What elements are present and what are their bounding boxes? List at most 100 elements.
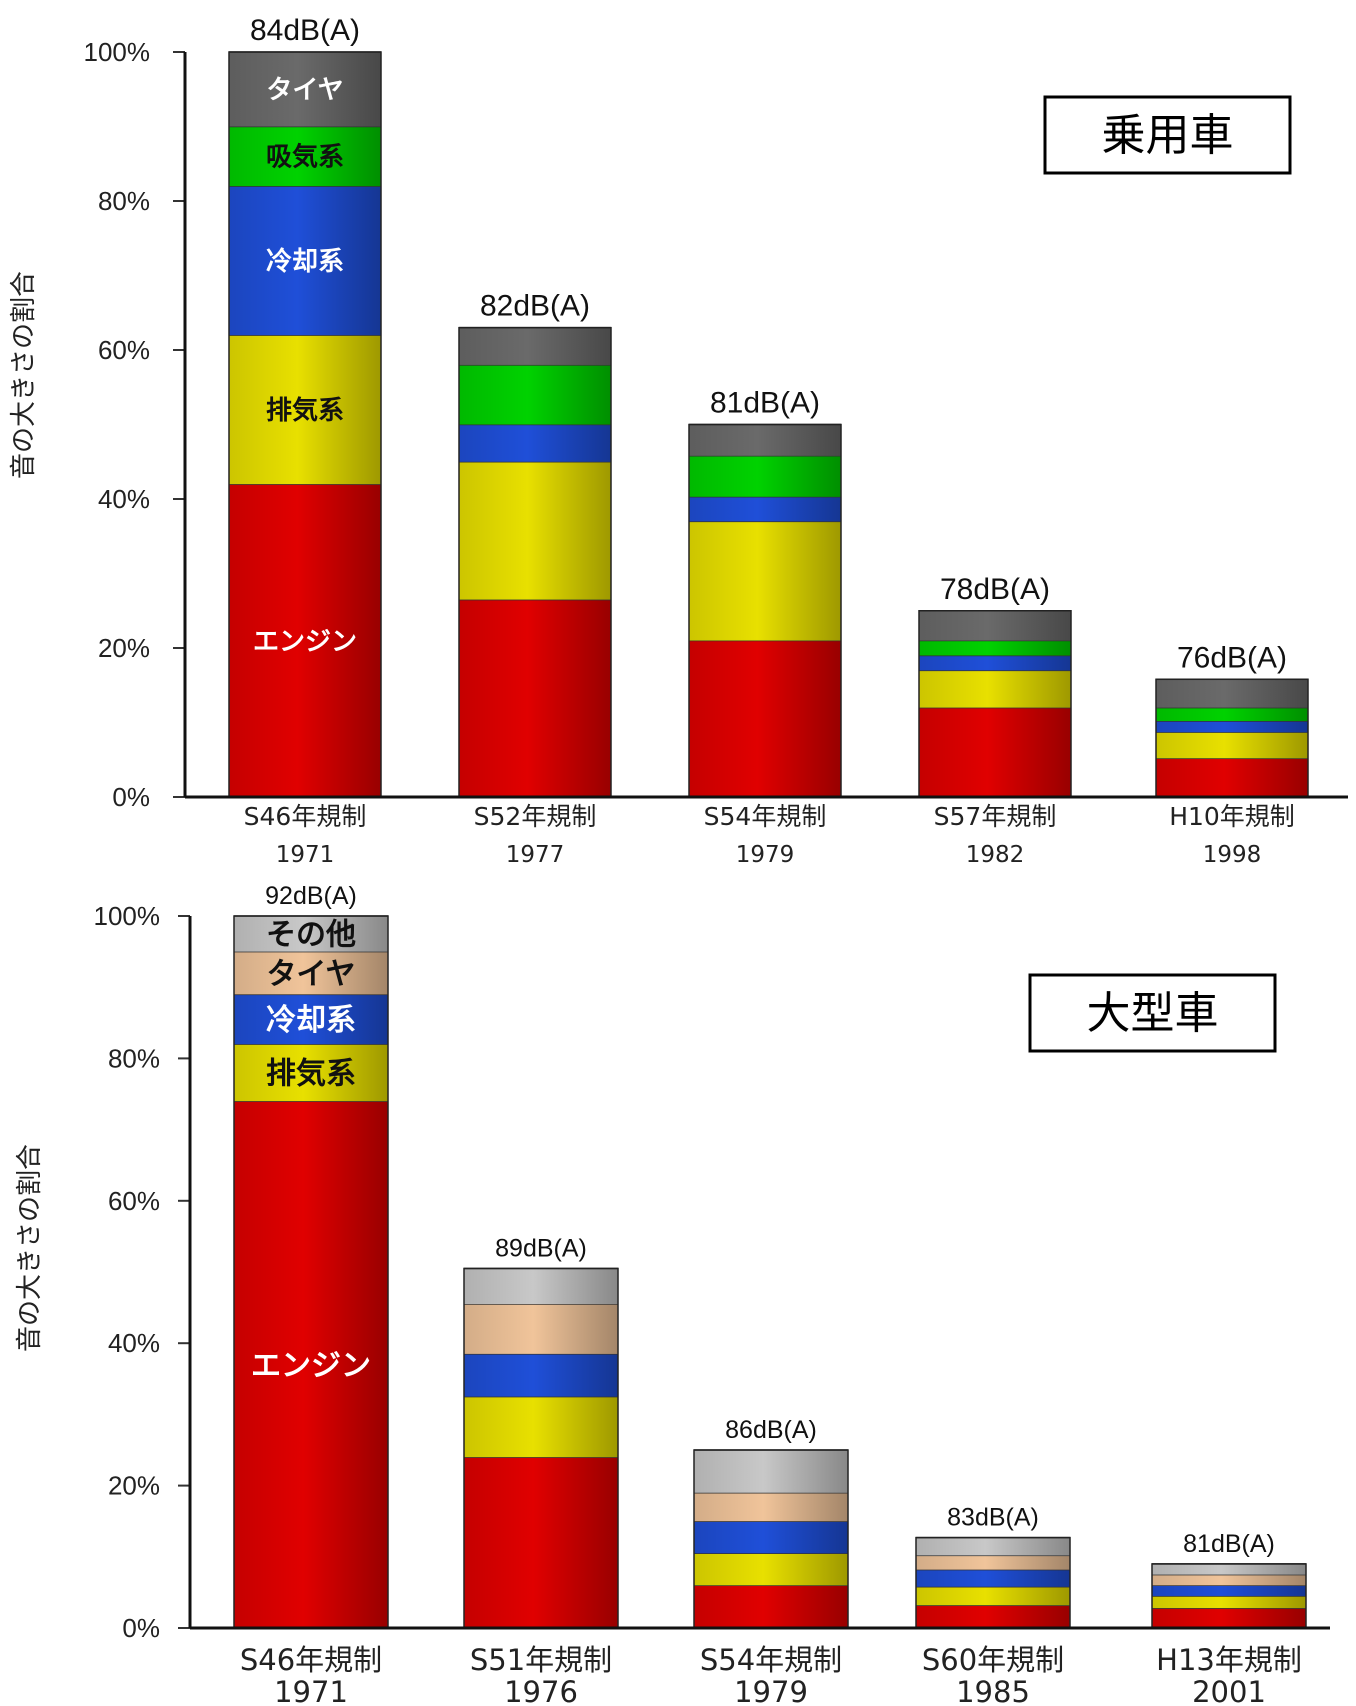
y-tick-label: 100%: [94, 901, 161, 931]
bar-segment-shading: [694, 1521, 848, 1554]
x-tick-label: S54年規制: [700, 1643, 842, 1677]
bar-total-label: 81dB(A): [710, 387, 820, 420]
x-tick-year: 1977: [506, 842, 565, 868]
bar-segment-shading: [919, 707, 1071, 797]
bar-segment-shading: [694, 1585, 848, 1628]
title-box-heavy-vehicles: 大型車: [1028, 973, 1277, 1053]
x-tick-year: 1982: [966, 842, 1025, 868]
bar-segment-shading: [459, 364, 611, 425]
x-tick-label: S46年規制: [244, 802, 367, 831]
series-label: 冷却系: [266, 246, 344, 277]
bar-total-label: 76dB(A): [1177, 641, 1287, 674]
x-tick-year: 1998: [1203, 842, 1262, 868]
x-tick-label: S57年規制: [934, 802, 1057, 831]
series-label: タイヤ: [266, 957, 355, 992]
bar-segment-shading: [1152, 1574, 1306, 1586]
bar-segment-shading: [464, 1304, 618, 1354]
y-tick-label: 60%: [98, 335, 150, 365]
chart-passenger-cars: 0% 20% 40% 60% 80% 100% エンジン 排気系 冷却系 吸気系 タイヤ 84dB(A…: [84, 14, 1348, 868]
bar-segment-shading: [229, 484, 381, 797]
bar-segment-shading: [229, 335, 381, 485]
bar-segment-shading: [459, 599, 611, 797]
bar-segment-shading: [919, 610, 1071, 641]
bar-segment-shading: [459, 461, 611, 600]
bar-segment-shading: [229, 52, 381, 127]
bar-segment-shading: [694, 1492, 848, 1522]
series-label: 排気系: [266, 395, 344, 426]
x-tick-year: 1971: [274, 1675, 348, 1706]
bar-segment-shading: [234, 1044, 388, 1102]
bar-segment-shading: [459, 424, 611, 462]
bar-segment-shading: [234, 951, 388, 995]
chart-title: 大型車: [1087, 988, 1219, 1039]
x-tick-year: 1979: [736, 842, 795, 868]
bar-segment-shading: [229, 186, 381, 336]
bar-segment-shading: [919, 655, 1071, 671]
bar-segment-shading: [916, 1555, 1070, 1570]
y-axis-label: 音の大きさの割合: [9, 271, 39, 479]
bar-total-label: 82dB(A): [480, 290, 590, 323]
bar-segment-shading: [1152, 1595, 1306, 1609]
y-tick-label: 20%: [98, 633, 150, 663]
y-tick-label: 20%: [108, 1471, 160, 1501]
bar-segment-shading: [1156, 758, 1308, 797]
bar-segment-shading: [1156, 679, 1308, 708]
bar-segment-shading: [689, 496, 841, 522]
bar-segment-shading: [694, 1450, 848, 1493]
bar-segment-shading: [1152, 1563, 1306, 1575]
x-tick-year: 1971: [276, 842, 335, 868]
y-tick-label: 80%: [108, 1043, 160, 1073]
series-label: 吸気系: [266, 142, 344, 173]
bar-total-label: 89dB(A): [495, 1234, 587, 1262]
x-tick-label: S51年規制: [470, 1643, 612, 1677]
x-tick-year: 1985: [956, 1675, 1030, 1706]
bar-segment-shading: [1156, 707, 1308, 722]
y-tick-label: 40%: [108, 1328, 160, 1358]
bar-segment-shading: [916, 1605, 1070, 1628]
y-axis-label: 音の大きさの割合: [15, 1144, 45, 1352]
bar-total-label: 78dB(A): [940, 573, 1050, 606]
bar-segment-shading: [464, 1396, 618, 1458]
bar-segment-shading: [694, 1553, 848, 1586]
y-tick-label: 0%: [112, 782, 150, 812]
bar-segment-shading: [689, 640, 841, 797]
y-tick-label: 80%: [98, 186, 150, 216]
x-tick-year: 1976: [504, 1675, 578, 1706]
bar-total-label: 83dB(A): [947, 1504, 1039, 1532]
y-tick-label: 60%: [108, 1186, 160, 1216]
bar-segment-shading: [229, 126, 381, 187]
x-tick-label: S60年規制: [922, 1643, 1064, 1677]
bar-total-label: 84dB(A): [250, 14, 360, 47]
x-tick-label: H13年規制: [1156, 1643, 1302, 1677]
bar-segment-shading: [234, 916, 388, 952]
series-label: その他: [266, 918, 356, 953]
bar-segment-shading: [1156, 732, 1308, 759]
x-tick-year: 2001: [1192, 1675, 1266, 1706]
y-tick-label: 100%: [84, 37, 151, 67]
bar-segment-shading: [689, 521, 841, 641]
bar-total-label: 86dB(A): [725, 1416, 817, 1444]
bar-total-label: 81dB(A): [1183, 1530, 1275, 1558]
bar-segment-shading: [1152, 1608, 1306, 1628]
x-tick-label: H10年規制: [1169, 802, 1295, 831]
bar-segment-shading: [1156, 721, 1308, 733]
bar-segment-shading: [234, 994, 388, 1045]
x-tick-label: S54年規制: [704, 802, 827, 831]
series-label: 冷却系: [266, 1003, 356, 1038]
x-tick-label: S46年規制: [240, 1643, 382, 1677]
chart-heavy-vehicles: 0% 20% 40% 60% 80% 100% エンジン 排気系 冷却系 タイヤ その他 92dB(A…: [94, 882, 1330, 1706]
series-label: 排気系: [266, 1056, 356, 1091]
y-tick-label: 40%: [98, 484, 150, 514]
x-tick-label: S52年規制: [474, 802, 597, 831]
y-tick-label: 0%: [122, 1613, 160, 1643]
bar-segment-shading: [464, 1268, 618, 1305]
bar-segment-shading: [464, 1353, 618, 1397]
series-label: エンジン: [251, 1348, 371, 1383]
series-label: エンジン: [253, 627, 357, 657]
chart-title: 乗用車: [1102, 110, 1234, 161]
bar-segment-shading: [1152, 1585, 1306, 1596]
bar-segment-shading: [689, 424, 841, 456]
bar-segment-shading: [919, 670, 1071, 708]
bar-segment-shading: [919, 640, 1071, 656]
